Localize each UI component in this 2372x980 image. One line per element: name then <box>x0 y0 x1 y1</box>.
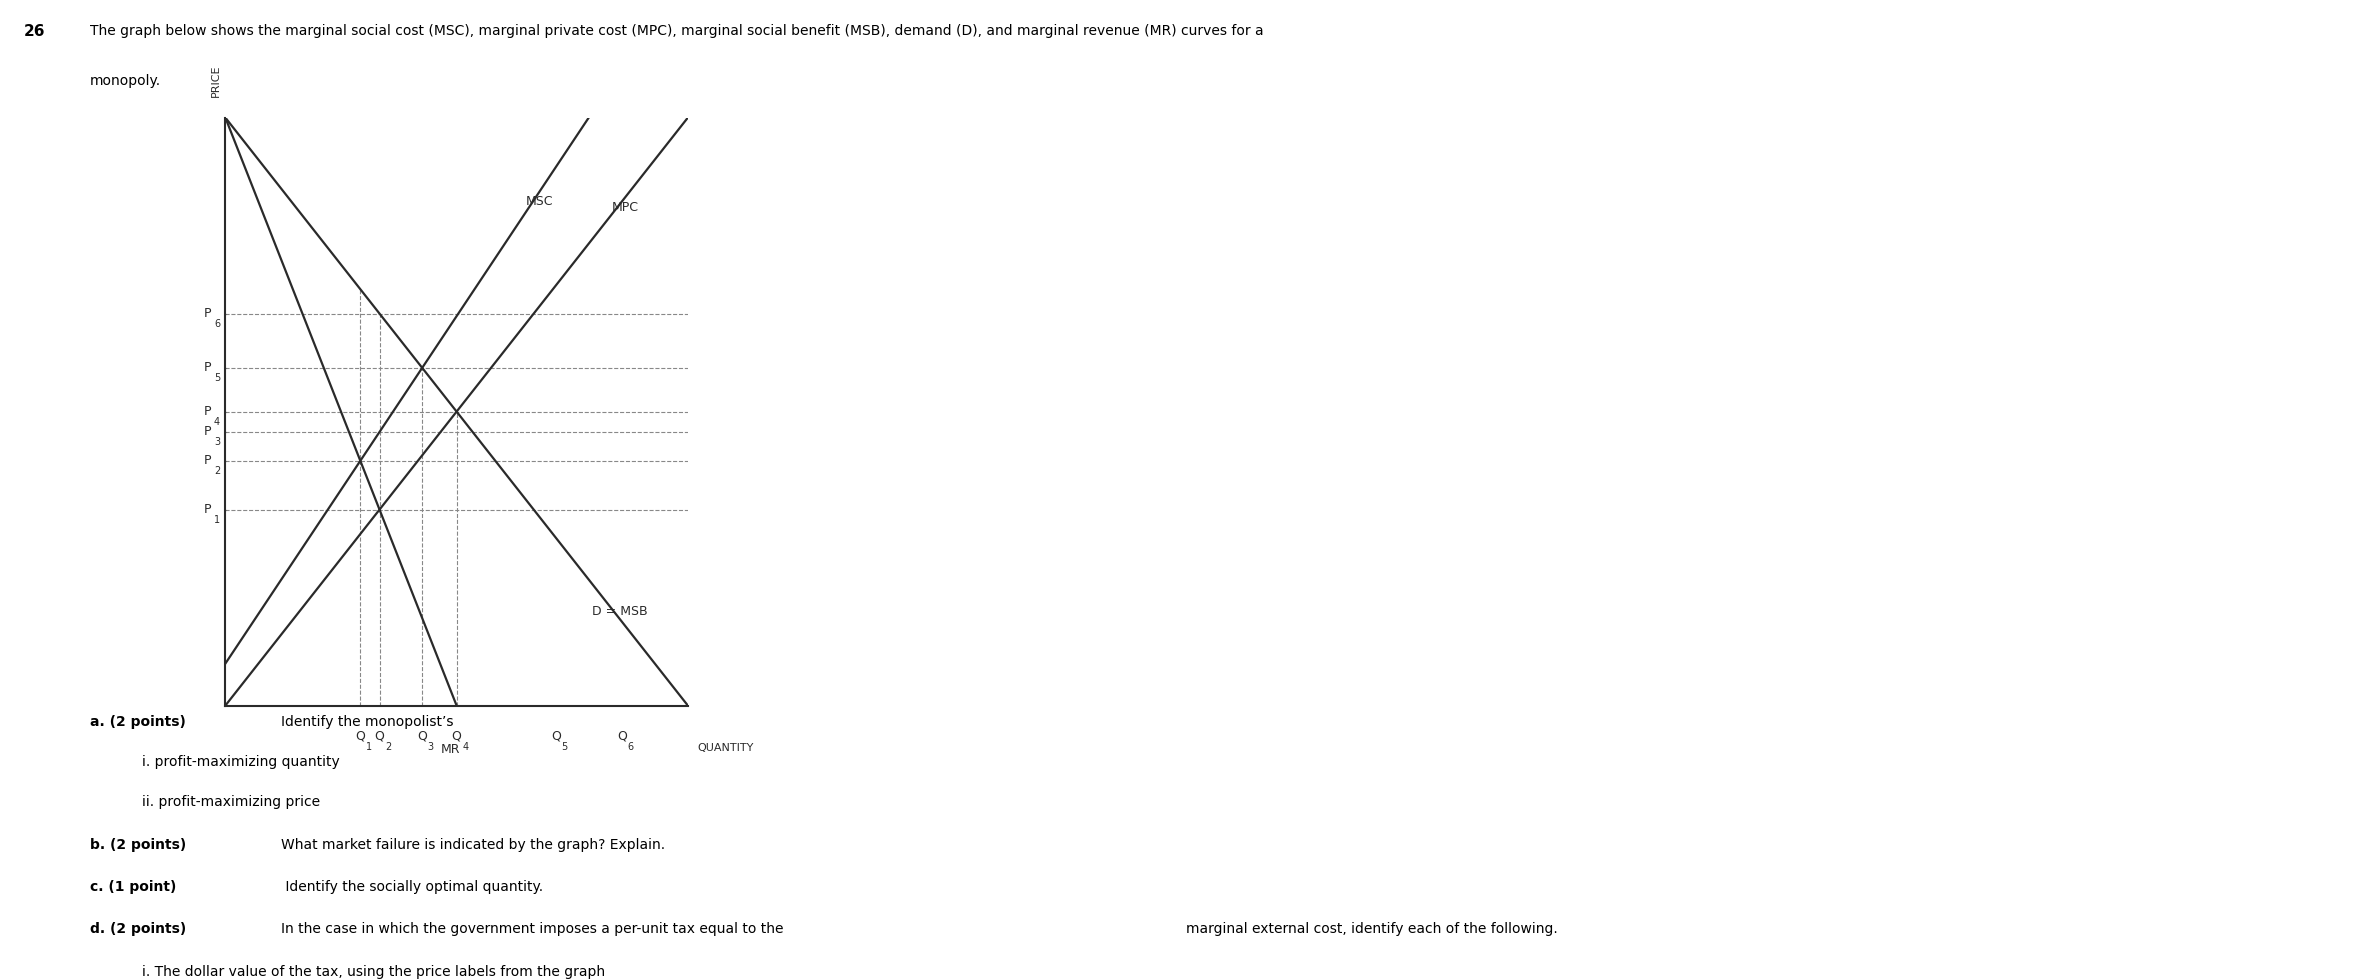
Text: 4: 4 <box>213 416 221 426</box>
Text: Q: Q <box>417 729 427 742</box>
Text: PRICE: PRICE <box>211 64 221 97</box>
Text: monopoly.: monopoly. <box>90 74 161 87</box>
Text: What market failure is indicated by the graph? Explain.: What market failure is indicated by the … <box>280 838 664 852</box>
Text: MR: MR <box>441 744 460 757</box>
Text: marginal external cost, identify each of the following.: marginal external cost, identify each of… <box>1186 922 1558 936</box>
Text: Q: Q <box>356 729 365 742</box>
Text: P: P <box>204 503 211 516</box>
Text: 4: 4 <box>463 742 467 752</box>
Text: i. profit-maximizing quantity: i. profit-maximizing quantity <box>142 756 339 769</box>
Text: 26: 26 <box>24 24 45 39</box>
Text: P: P <box>204 307 211 320</box>
Text: P: P <box>204 362 211 374</box>
Text: MSC: MSC <box>527 195 553 209</box>
Text: P: P <box>204 425 211 438</box>
Text: 6: 6 <box>213 318 221 328</box>
Text: b. (2 points): b. (2 points) <box>90 838 192 852</box>
Text: 2: 2 <box>384 742 391 752</box>
Text: Q: Q <box>451 729 463 742</box>
Text: a. (2 points): a. (2 points) <box>90 715 190 729</box>
Text: i. The dollar value of the tax, using the price labels from the graph: i. The dollar value of the tax, using th… <box>142 964 605 979</box>
Text: 5: 5 <box>213 373 221 383</box>
Text: Q: Q <box>550 729 560 742</box>
Text: Q: Q <box>375 729 384 742</box>
Text: c. (1 point): c. (1 point) <box>90 880 187 894</box>
Text: Q: Q <box>617 729 626 742</box>
Text: 3: 3 <box>427 742 434 752</box>
Text: D = MSB: D = MSB <box>593 605 648 617</box>
Text: Identify the monopolist’s: Identify the monopolist’s <box>280 715 453 729</box>
Text: 6: 6 <box>626 742 633 752</box>
Text: 1: 1 <box>365 742 372 752</box>
Text: P: P <box>204 405 211 418</box>
Text: MPC: MPC <box>612 201 638 215</box>
Text: 3: 3 <box>213 437 221 447</box>
Text: ii. profit-maximizing price: ii. profit-maximizing price <box>142 796 320 809</box>
Text: QUANTITY: QUANTITY <box>697 743 754 753</box>
Text: The graph below shows the marginal social cost (MSC), marginal private cost (MPC: The graph below shows the marginal socia… <box>90 24 1264 38</box>
Text: 5: 5 <box>562 742 567 752</box>
Text: P: P <box>204 455 211 467</box>
Text: In the case in which the government imposes a per-unit tax equal to the: In the case in which the government impo… <box>280 922 783 936</box>
Text: Identify the socially optimal quantity.: Identify the socially optimal quantity. <box>280 880 543 894</box>
Text: d. (2 points): d. (2 points) <box>90 922 192 936</box>
Text: 1: 1 <box>213 514 221 524</box>
Text: 2: 2 <box>213 466 221 476</box>
